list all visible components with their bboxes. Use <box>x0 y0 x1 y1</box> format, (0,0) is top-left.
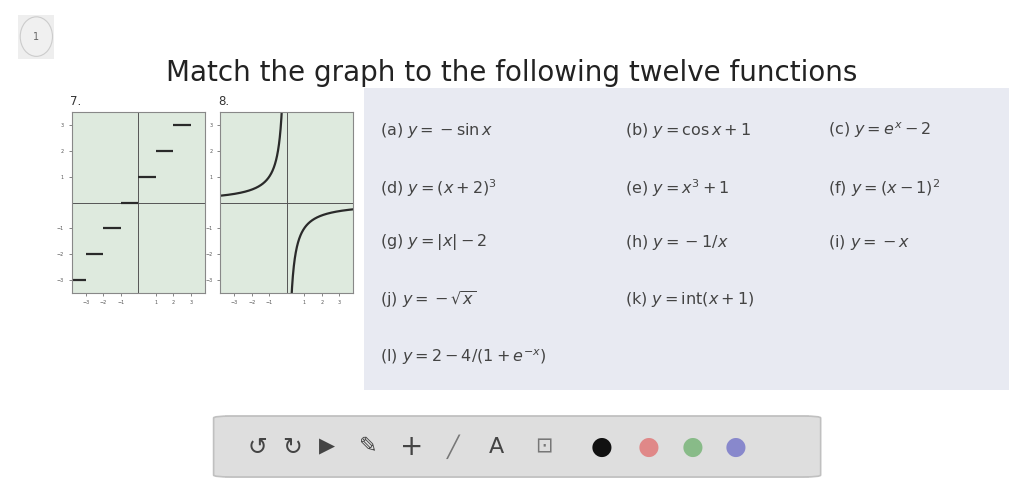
Text: +: + <box>400 432 424 461</box>
Text: (e) $y = x^3 + 1$: (e) $y = x^3 + 1$ <box>625 177 729 199</box>
Text: ●: ● <box>725 434 746 459</box>
Text: ●: ● <box>681 434 703 459</box>
Text: A: A <box>489 437 504 456</box>
Text: (b) $y = \cos x + 1$: (b) $y = \cos x + 1$ <box>625 121 751 140</box>
Text: (i) $y = -x$: (i) $y = -x$ <box>828 233 910 252</box>
Text: (k) $y = \mathrm{int}(x + 1)$: (k) $y = \mathrm{int}(x + 1)$ <box>625 290 754 309</box>
Text: (g) $y = |x| - 2$: (g) $y = |x| - 2$ <box>380 232 486 252</box>
Text: ▶: ▶ <box>319 437 336 456</box>
Circle shape <box>20 17 52 57</box>
Text: ⊡: ⊡ <box>535 437 552 456</box>
Text: (c) $y = e^x - 2$: (c) $y = e^x - 2$ <box>828 121 931 140</box>
Text: 1: 1 <box>34 32 39 41</box>
Text: 7.: 7. <box>70 95 81 108</box>
Text: (j) $y = -\sqrt{x}$: (j) $y = -\sqrt{x}$ <box>380 289 476 310</box>
Text: ↻: ↻ <box>283 434 302 459</box>
Text: (a) $y = -\sin x$: (a) $y = -\sin x$ <box>380 121 493 140</box>
Text: (f) $y = (x - 1)^2$: (f) $y = (x - 1)^2$ <box>828 177 940 199</box>
Text: (l) $y = 2 - 4/(1 + e^{-x})$: (l) $y = 2 - 4/(1 + e^{-x})$ <box>380 347 546 367</box>
Text: (d) $y = (x + 2)^3$: (d) $y = (x + 2)^3$ <box>380 177 497 199</box>
FancyBboxPatch shape <box>214 416 820 477</box>
Text: ╱: ╱ <box>446 434 459 459</box>
Text: ●: ● <box>638 434 659 459</box>
Text: (h) $y = -1/x$: (h) $y = -1/x$ <box>625 233 728 252</box>
Text: ●: ● <box>591 434 612 459</box>
Text: ✎: ✎ <box>359 437 378 456</box>
Text: ↺: ↺ <box>248 434 267 459</box>
Text: Match the graph to the following twelve functions: Match the graph to the following twelve … <box>166 59 858 86</box>
Text: 8.: 8. <box>218 95 229 108</box>
